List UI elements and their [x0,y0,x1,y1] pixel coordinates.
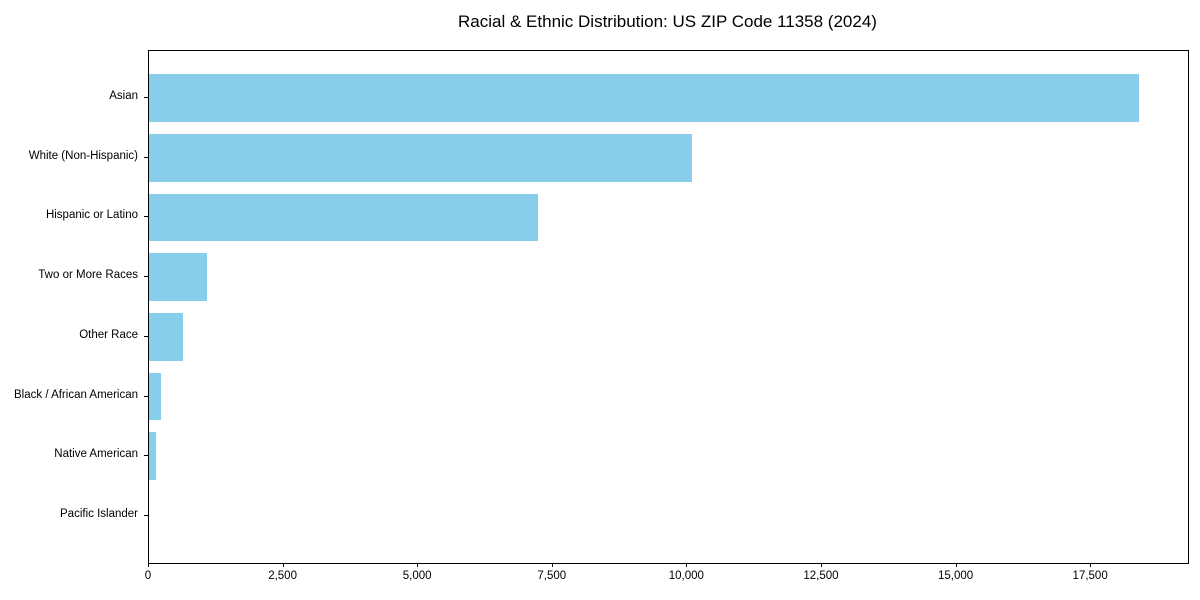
chart-title: Racial & Ethnic Distribution: US ZIP Cod… [458,12,877,31]
y-tick-label: White (Non-Hispanic) [28,149,138,162]
chart-bar [149,372,162,421]
x-tick-mark [820,563,822,567]
y-tick-mark [144,216,148,218]
y-tick-label: Pacific Islander [60,507,138,520]
x-tick-label: 0 [144,570,152,582]
y-tick-label: Hispanic or Latino [45,209,138,222]
x-tick-label: 2,500 [268,570,297,582]
y-tick-label: Asian [109,90,138,103]
x-tick-mark [417,563,419,567]
y-tick-mark [144,455,148,457]
chart-bar [149,432,156,481]
y-tick-label: Native American [54,448,138,461]
x-tick-label: 10,000 [668,570,704,582]
x-tick-label: 12,500 [803,570,839,582]
x-tick-mark [148,563,149,567]
y-tick-label: Other Race [79,328,138,341]
y-tick-mark [144,395,148,397]
x-tick-mark [686,563,688,567]
x-tick-label: 7,500 [537,570,567,582]
y-tick-mark [144,335,148,337]
chart-bar [149,312,183,361]
x-tick-mark [282,563,284,567]
x-tick-label: 17,500 [1072,570,1108,582]
chart-bar [149,253,208,302]
y-tick-mark [144,156,148,158]
y-tick-mark [144,276,148,278]
x-tick-mark [1090,563,1092,567]
chart-bar [149,74,1139,122]
plot-area [148,50,1189,564]
y-tick-mark [144,514,148,516]
y-tick-label: Black / African American [14,388,138,401]
chart-bar [149,193,538,242]
x-tick-mark [551,563,553,567]
x-tick-mark [955,563,957,567]
x-tick-label: 15,000 [937,570,974,582]
x-tick-label: 5,000 [402,570,432,582]
y-tick-mark [144,97,148,99]
y-tick-label: Two or More Races [38,269,138,282]
chart-bar [149,133,692,182]
